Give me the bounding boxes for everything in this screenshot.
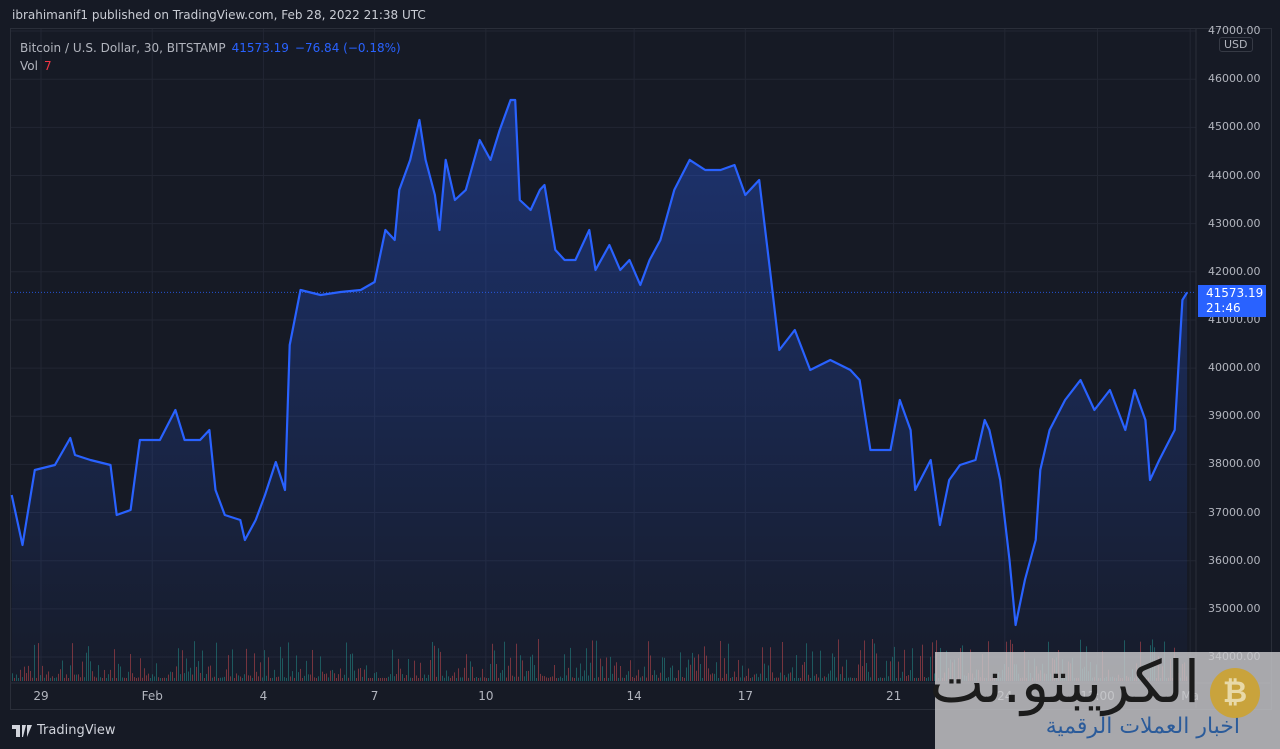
price-tick-label: 46000.00 <box>1208 72 1261 86</box>
tradingview-brand: TradingView <box>37 723 116 738</box>
time-tick-label: 29 <box>33 689 49 703</box>
price-tick-label: 35000.00 <box>1208 601 1261 615</box>
time-tick-label: Feb <box>141 689 163 703</box>
last-price: 41573.19 <box>231 41 289 55</box>
watermark-logo: الكريبتو.نت أخبار العملات الرقمية ₿ <box>930 648 1280 749</box>
time-tick-label: 10 <box>478 689 494 703</box>
price-tick-label: 47000.00 <box>1208 24 1261 38</box>
tradingview-logo-icon <box>12 724 32 737</box>
price-tick-label: 39000.00 <box>1208 409 1261 423</box>
chart-legend: Bitcoin / U.S. Dollar, 30, BITSTAMP 41573… <box>20 39 401 75</box>
price-tick-label: 45000.00 <box>1208 120 1261 134</box>
published-info: ibrahimanif1 published on TradingView.co… <box>12 8 426 22</box>
time-tick-label: 14 <box>626 689 642 703</box>
price-tick-label: 44000.00 <box>1208 168 1261 182</box>
price-tick-label: 40000.00 <box>1208 361 1261 375</box>
time-tick-label: 17 <box>737 689 753 703</box>
price-tick-label: 42000.00 <box>1208 264 1261 278</box>
price-change: −76.84 (−0.18%) <box>294 41 401 55</box>
price-tick-label: 43000.00 <box>1208 216 1261 230</box>
volume-value: 7 <box>43 59 52 73</box>
bitcoin-coin-icon: ₿ <box>1210 668 1260 718</box>
time-tick-label: 7 <box>370 689 379 703</box>
price-area-fill <box>11 100 1188 683</box>
currency-button[interactable]: USD <box>1219 37 1253 52</box>
symbol-label[interactable]: Bitcoin / U.S. Dollar, 30, BITSTAMP <box>20 41 226 55</box>
time-tick-label: 4 <box>259 689 268 703</box>
watermark-title: الكريبتو.نت <box>929 648 1200 716</box>
tradingview-footer[interactable]: TradingView <box>12 723 116 738</box>
last-price-tag-value: 41573.19 <box>1206 286 1264 300</box>
price-tick-label: 38000.00 <box>1208 457 1261 471</box>
bar-countdown: 21:46 <box>1206 301 1241 315</box>
price-tick-label: 37000.00 <box>1208 505 1261 519</box>
chart-panel <box>10 28 1272 710</box>
last-price-tag: 41573.19 21:46 <box>1198 285 1266 317</box>
volume-label[interactable]: Vol <box>20 59 38 73</box>
price-tick-label: 36000.00 <box>1208 553 1261 567</box>
watermark-subtitle: أخبار العملات الرقمية <box>1045 714 1240 739</box>
price-line <box>10 98 1189 627</box>
time-tick-label: 21 <box>885 689 902 703</box>
